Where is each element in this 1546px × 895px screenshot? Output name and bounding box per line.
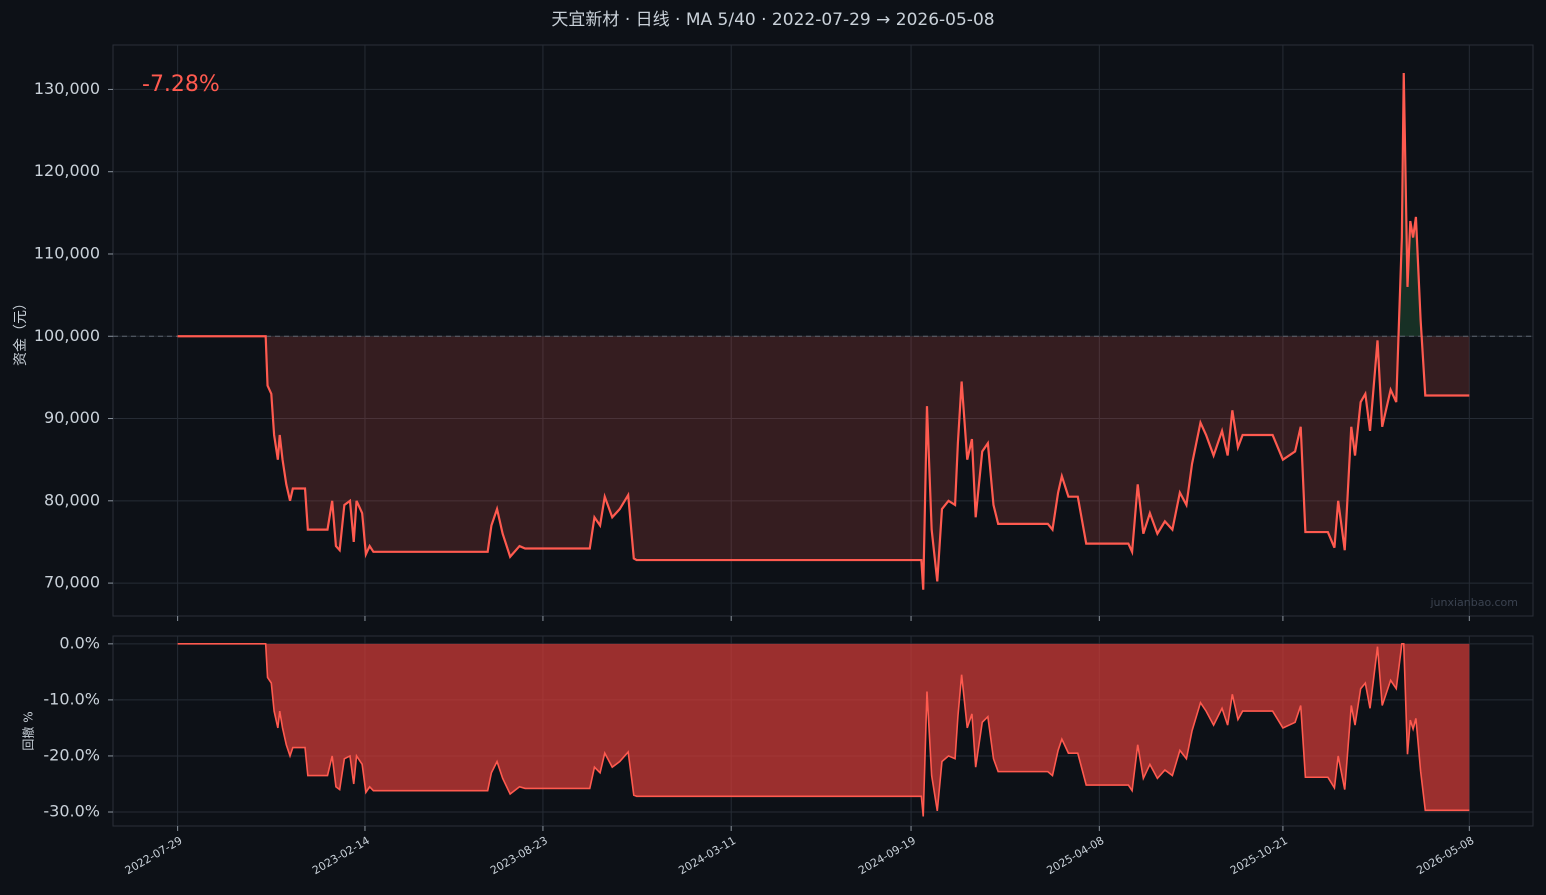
chart-title: 天宜新材 · 日线 · MA 5/40 · 2022-07-29 → 2026-… (551, 10, 994, 30)
equity-panel (112, 44, 1534, 617)
y-tick-label: 0.0% (59, 633, 100, 652)
y-tick-label: 70,000 (44, 573, 100, 592)
watermark: junxianbao.com (1429, 596, 1518, 609)
y-tick-label: 80,000 (44, 490, 100, 509)
return-annotation: -7.28% (142, 72, 220, 97)
equity-line (177, 72, 1470, 590)
y-tick-label: -20.0% (43, 745, 100, 764)
y-tick-label: -30.0% (43, 801, 100, 820)
y-tick-label: 90,000 (44, 408, 100, 427)
y-tick-label: 100,000 (34, 326, 100, 345)
drawdown-area (177, 643, 1470, 817)
y-axis-label: 资金（元） (13, 296, 29, 366)
y-tick-label: 130,000 (34, 79, 100, 98)
y-axis-label: 回撤 % (21, 711, 36, 750)
y-tick-label: 120,000 (34, 161, 100, 180)
drawdown-line (177, 643, 1470, 817)
y-tick-label: 110,000 (34, 243, 100, 262)
loss-fill (265, 336, 1470, 590)
y-tick-label: -10.0% (43, 689, 100, 708)
